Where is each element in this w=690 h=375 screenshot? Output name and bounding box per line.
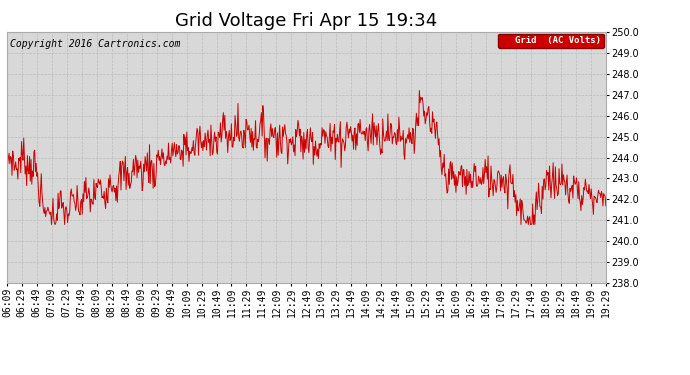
Legend: Grid  (AC Volts): Grid (AC Volts) <box>498 34 604 48</box>
Title: Grid Voltage Fri Apr 15 19:34: Grid Voltage Fri Apr 15 19:34 <box>175 12 437 30</box>
Text: Copyright 2016 Cartronics.com: Copyright 2016 Cartronics.com <box>10 39 180 50</box>
